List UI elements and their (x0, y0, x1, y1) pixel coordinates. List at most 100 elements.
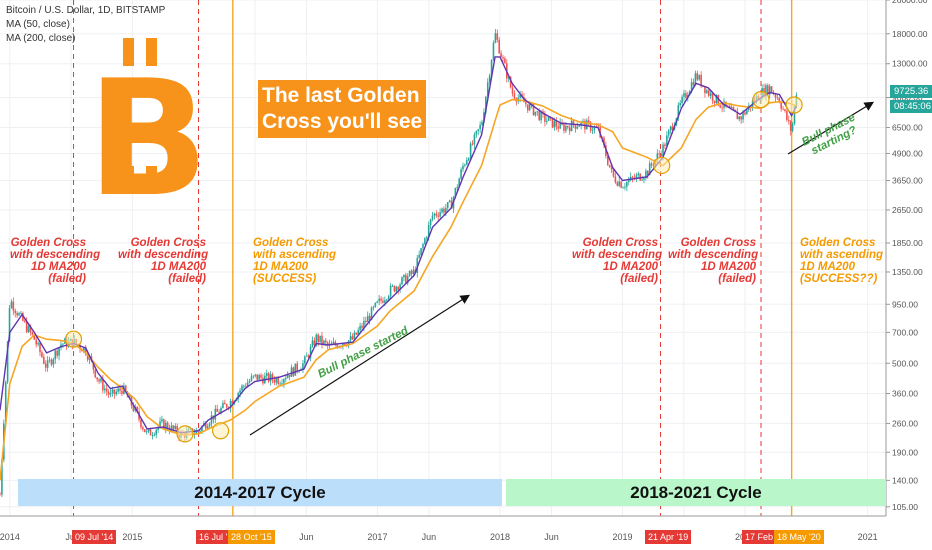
candle-body (568, 127, 571, 132)
candle-body (385, 299, 388, 301)
candle-body (147, 429, 150, 432)
candle-body (16, 312, 18, 316)
candle-body (786, 110, 788, 120)
candle-body (669, 126, 672, 131)
candle-body (241, 385, 243, 391)
candle-body (513, 93, 516, 99)
candle-body (490, 59, 493, 76)
candle-body (218, 411, 220, 414)
candle-body (305, 355, 308, 357)
candle-body (694, 73, 697, 86)
candle-body (667, 130, 670, 136)
candle-body (273, 379, 276, 383)
candle-body (220, 407, 222, 414)
candle-body (56, 350, 58, 356)
candle-body (405, 274, 407, 284)
candle-body (170, 425, 173, 432)
candle-body (246, 382, 249, 387)
candle-body (149, 429, 152, 436)
candle-body (454, 187, 457, 198)
bull-arrow-2 (787, 101, 875, 155)
candle-body (456, 186, 459, 188)
candle-body (707, 90, 710, 96)
candle-body (643, 178, 645, 180)
candle-body (793, 106, 796, 124)
y-tick-label: 18000.00 (892, 29, 928, 39)
y-tick-label: 13000.00 (892, 59, 928, 69)
candle-body (355, 332, 358, 335)
candle-body (279, 383, 281, 385)
candle-body (176, 426, 178, 434)
candle-body (225, 404, 228, 408)
candle-body (553, 121, 556, 128)
candle-body (768, 86, 771, 95)
golden-cross-marker (176, 425, 194, 443)
candle-body (216, 408, 219, 412)
candle-body (332, 341, 335, 344)
candle-body (243, 385, 245, 387)
candle-body (145, 431, 148, 433)
candle-body (467, 158, 470, 160)
countdown-tag: 08:45:06 (890, 100, 932, 113)
candle-body (349, 336, 352, 341)
candle-body (429, 219, 432, 226)
candle-body (427, 225, 430, 238)
candle-body (161, 419, 163, 422)
candle-body (498, 39, 500, 54)
candle-body (35, 339, 38, 345)
y-tick-label: 4900.00 (892, 148, 923, 158)
candle-body (782, 108, 784, 110)
candle-body (252, 375, 255, 377)
candle-body (424, 238, 426, 245)
candle-body (27, 326, 30, 333)
candle-body (627, 180, 630, 183)
x-tick-label: 2021 (858, 532, 878, 542)
annotation-success-1: Golden Cross with ascending 1D MA200 (SU… (253, 237, 337, 285)
candle-body (446, 202, 449, 209)
candle-body (774, 94, 777, 98)
candle-body (622, 187, 624, 189)
candle-body (311, 340, 314, 347)
x-tick-label: Jun (299, 532, 314, 542)
candle-body (445, 208, 447, 213)
candle-body (481, 122, 483, 125)
candle-body (128, 396, 131, 398)
candle-body (395, 286, 398, 292)
candle-body (685, 93, 687, 98)
candle-body (284, 378, 287, 380)
candle-body (580, 121, 582, 126)
candle-body (738, 116, 741, 120)
candle-body (465, 159, 468, 165)
candle-body (730, 107, 733, 108)
candle-body (570, 120, 573, 132)
candle-body (500, 53, 502, 58)
candle-body (326, 342, 329, 346)
golden-cross-markers (64, 91, 803, 443)
candle-body (166, 422, 169, 429)
candle-body (336, 344, 339, 348)
candle-body (635, 175, 638, 179)
candle-body (283, 379, 285, 384)
candle-body (612, 169, 615, 177)
candle-body (256, 374, 259, 380)
annotation-failed-2: Golden Cross with descending 1D MA200 (f… (118, 237, 209, 285)
candle-body (48, 359, 51, 361)
candle-body (717, 94, 720, 106)
candle-body (736, 111, 739, 120)
candle-body (155, 429, 158, 435)
golden-cross-marker (785, 96, 803, 114)
candle-body (629, 176, 632, 181)
candle-body (359, 325, 361, 331)
candle-body (102, 378, 104, 391)
candle-body (721, 107, 723, 109)
candle-body (239, 390, 241, 394)
candle-body (496, 33, 499, 40)
candle-body (302, 363, 304, 370)
candle-body (439, 212, 441, 217)
candle-body (422, 244, 424, 249)
candle-body (206, 426, 209, 429)
candle-body (142, 427, 144, 430)
candle-body (103, 388, 106, 391)
candle-body (624, 186, 626, 188)
candle-body (304, 356, 306, 364)
